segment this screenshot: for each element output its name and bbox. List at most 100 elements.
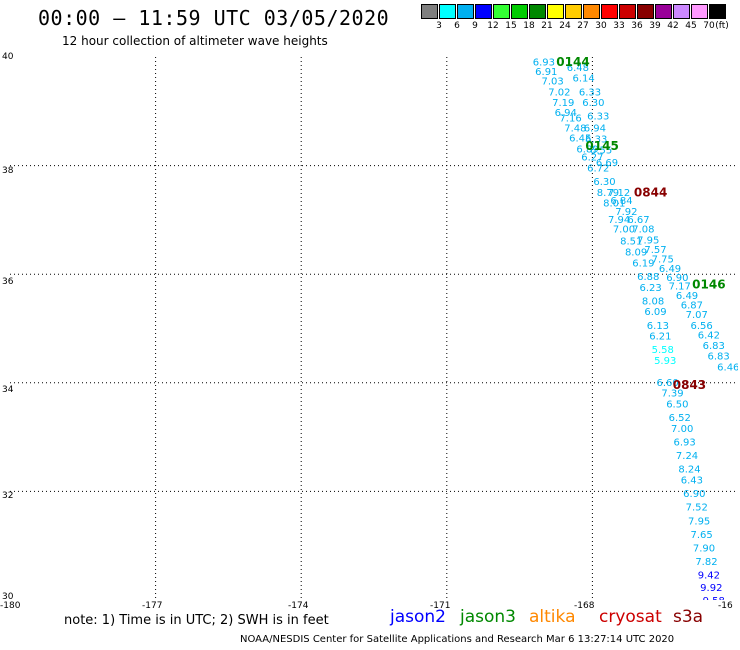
legend-label: 36: [631, 21, 643, 31]
wave-height-point: 7.24: [676, 451, 698, 462]
lon-label-165: -16: [718, 601, 733, 611]
sat-altika: altika: [529, 607, 576, 627]
pass-time-label: 0844: [634, 185, 667, 199]
sat-jason2: jason2: [390, 607, 446, 627]
wave-height-point: 6.33: [587, 112, 609, 123]
wave-height-point: 6.27: [581, 152, 603, 163]
wave-height-point: 6.52: [669, 413, 691, 424]
lat-label-38: 38: [2, 166, 14, 176]
legend-swatch: [691, 4, 708, 19]
legend-label: 45: [685, 21, 697, 31]
legend-label: 24: [559, 21, 571, 31]
wave-height-point: 8.09: [625, 247, 647, 258]
legend-swatch: [583, 4, 600, 19]
wave-height-point: 6.42: [698, 331, 720, 342]
wave-height-point: 7.19: [552, 98, 574, 109]
wave-height-point: 6.33: [585, 135, 607, 146]
legend-swatch: [529, 4, 546, 19]
legend-swatch: [493, 4, 510, 19]
wave-height-point: 6.49: [676, 291, 698, 302]
wave-height-point: 6.83: [707, 352, 729, 363]
wave-height-point: 6.84: [610, 196, 632, 207]
wave-height-point: 6.89: [576, 144, 598, 155]
wave-height-point: 9.42: [698, 571, 720, 582]
legend-swatch: [601, 4, 618, 19]
legend-label: 15: [505, 21, 517, 31]
credit-line: NOAA/NESDIS Center for Satellite Applica…: [240, 634, 675, 645]
wave-height-point: 7.65: [690, 530, 712, 541]
lon-label-171: -171: [430, 601, 451, 611]
legend-label: 70: [703, 21, 715, 31]
wave-height-point: 6.50: [666, 400, 688, 411]
wave-height-point: 7.48: [564, 124, 586, 135]
wave-height-point: 7.07: [686, 310, 708, 321]
wave-height-point: 6.94: [555, 108, 577, 119]
page-subtitle: 12 hour collection of altimeter wave hei…: [62, 34, 328, 48]
wave-height-point: 8.51: [620, 237, 642, 248]
lon-label-168: -168: [574, 601, 595, 611]
sat-s3a: s3a: [673, 607, 704, 627]
wave-height-map: 6.93 6.48 6.91 6.14 7.037.02 6.33 7.19 6.30 6.94…: [10, 57, 738, 600]
legend-swatch: [439, 4, 456, 19]
legend-label: 27: [577, 21, 589, 31]
wave-height-point: 6.72: [587, 163, 609, 174]
wave-height-point: 7.16: [559, 113, 581, 124]
legend-unit: (ft): [715, 21, 729, 31]
wave-height-point: 7.92: [615, 207, 637, 218]
wave-height-point: 6.90: [683, 489, 705, 500]
lat-label-34: 34: [2, 385, 14, 395]
legend-swatch: [547, 4, 564, 19]
wave-height-point: 9.58: [703, 596, 725, 600]
wave-height-point: 7.00: [671, 424, 693, 435]
wave-height-point: 7.82: [695, 557, 717, 568]
legend-swatch: [619, 4, 636, 19]
legend-swatch: [457, 4, 474, 19]
wave-height-point: 6.48: [567, 63, 589, 74]
lat-label-36: 36: [2, 277, 14, 287]
wave-height-point: 6.30: [582, 98, 604, 109]
wave-height-point: 6.83: [703, 341, 725, 352]
wave-height-point: 6.91: [535, 67, 557, 78]
legend-swatch: [511, 4, 528, 19]
wave-height-point: 7.03: [541, 76, 563, 87]
legend-label: 42: [667, 21, 679, 31]
wave-height-point: 6.33: [579, 87, 601, 98]
wave-height-point: 6.45: [569, 133, 591, 144]
legend-label: 39: [649, 21, 661, 31]
wave-height-point: 8.01: [603, 199, 625, 210]
lon-label-177: -177: [142, 601, 163, 611]
wave-height-point: 9.92: [700, 583, 722, 594]
wave-height-point: 7.95: [688, 516, 710, 527]
wave-height-point: 6.69: [596, 158, 618, 169]
pass-time-label: 0843: [673, 378, 706, 392]
footer-note: note: 1) Time is in UTC; 2) SWH is in fe…: [64, 613, 329, 628]
pass-time-label: 0144: [556, 57, 589, 69]
wave-height-point: 6.90: [666, 273, 688, 284]
legend-label: 18: [523, 21, 535, 31]
legend-swatch: [637, 4, 654, 19]
legend-swatch: [565, 4, 582, 19]
wave-height-point: 7.90: [693, 543, 715, 554]
wave-height-point: 5.93: [654, 356, 676, 367]
page-title: 00:00 – 11:59 UTC 03/05/2020: [38, 6, 390, 30]
lat-label-32: 32: [2, 491, 14, 501]
wave-height-point: 6.19: [632, 258, 654, 269]
sat-cryosat: cryosat: [599, 607, 662, 627]
wave-height-point: 6.21: [649, 332, 671, 343]
legend-label: 6: [454, 21, 460, 31]
legend-swatch: [673, 4, 690, 19]
wave-height-point: 8.08: [642, 296, 664, 307]
legend-label: 30: [595, 21, 607, 31]
wave-height-point: 8.79: [597, 188, 619, 199]
wave-height-point: 6.60: [656, 378, 678, 389]
wave-height-point: 7.39: [661, 389, 683, 400]
wave-height-point: 7.52: [686, 503, 708, 514]
wave-height-point: 6.87: [681, 301, 703, 312]
lat-label-40: 40: [2, 52, 14, 62]
wave-height-point: 6.94: [584, 124, 606, 135]
pass-time-label: 0146: [692, 278, 725, 292]
lat-label-30: 30: [2, 592, 14, 602]
legend-swatch: [655, 4, 672, 19]
wave-height-point: 6.93: [533, 57, 555, 68]
legend-swatch: [709, 4, 726, 19]
